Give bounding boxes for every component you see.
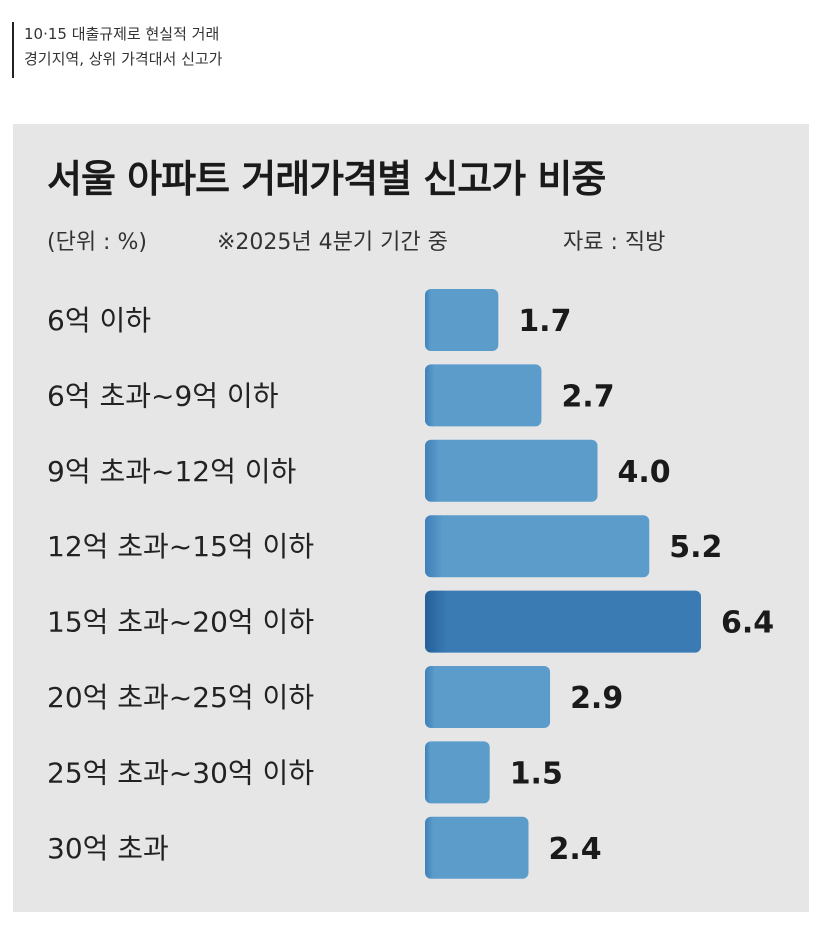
source-label: 자료 : 직방 xyxy=(563,230,666,255)
category-label: 6억 이하 xyxy=(47,304,151,337)
period-note: ※2025년 4분기 기간 중 xyxy=(217,230,448,255)
value-label: 2.9 xyxy=(570,681,623,716)
bar xyxy=(425,515,650,578)
chart-title: 서울 아파트 거래가격별 신고가 비중 xyxy=(47,157,606,201)
bar xyxy=(425,816,529,879)
caption: 10·15 대출규제로 현실적 거래 경기지역, 상위 가격대서 신고가 xyxy=(12,22,222,78)
bar-chart: 6억 이하 1.7 6억 초과~9억 이하 2.7 9억 초과~12억 이하 4.0 12억… xyxy=(47,289,774,879)
value-label: 2.7 xyxy=(561,379,614,414)
category-label: 30억 초과 xyxy=(47,832,169,865)
value-label: 5.2 xyxy=(669,530,722,565)
value-label: 1.5 xyxy=(510,756,563,791)
unit-label: (단위 : %) xyxy=(47,230,147,255)
category-label: 9억 초과~12억 이하 xyxy=(47,455,296,488)
value-label: 1.7 xyxy=(518,304,571,339)
category-label: 6억 초과~9억 이하 xyxy=(47,379,278,412)
category-label: 25억 초과~30억 이하 xyxy=(47,756,314,789)
bar xyxy=(425,289,499,351)
caption-line-2: 경기지역, 상위 가격대서 신고가 xyxy=(24,50,223,68)
chart-panel: 서울 아파트 거래가격별 신고가 비중 (단위 : %) ※2025년 4분기 … xyxy=(13,124,809,912)
bar xyxy=(425,666,551,728)
value-label: 6.4 xyxy=(721,606,774,641)
category-label: 12억 초과~15억 이하 xyxy=(47,530,314,563)
value-label: 2.4 xyxy=(549,832,602,867)
category-label: 15억 초과~20억 이하 xyxy=(47,606,314,639)
category-label: 20억 초과~25억 이하 xyxy=(47,681,314,714)
bar xyxy=(425,590,701,653)
caption-line-1: 10·15 대출규제로 현실적 거래 xyxy=(24,25,220,43)
value-label: 4.0 xyxy=(618,455,671,490)
bar xyxy=(425,439,598,502)
bar xyxy=(425,741,490,804)
bar xyxy=(425,364,542,427)
